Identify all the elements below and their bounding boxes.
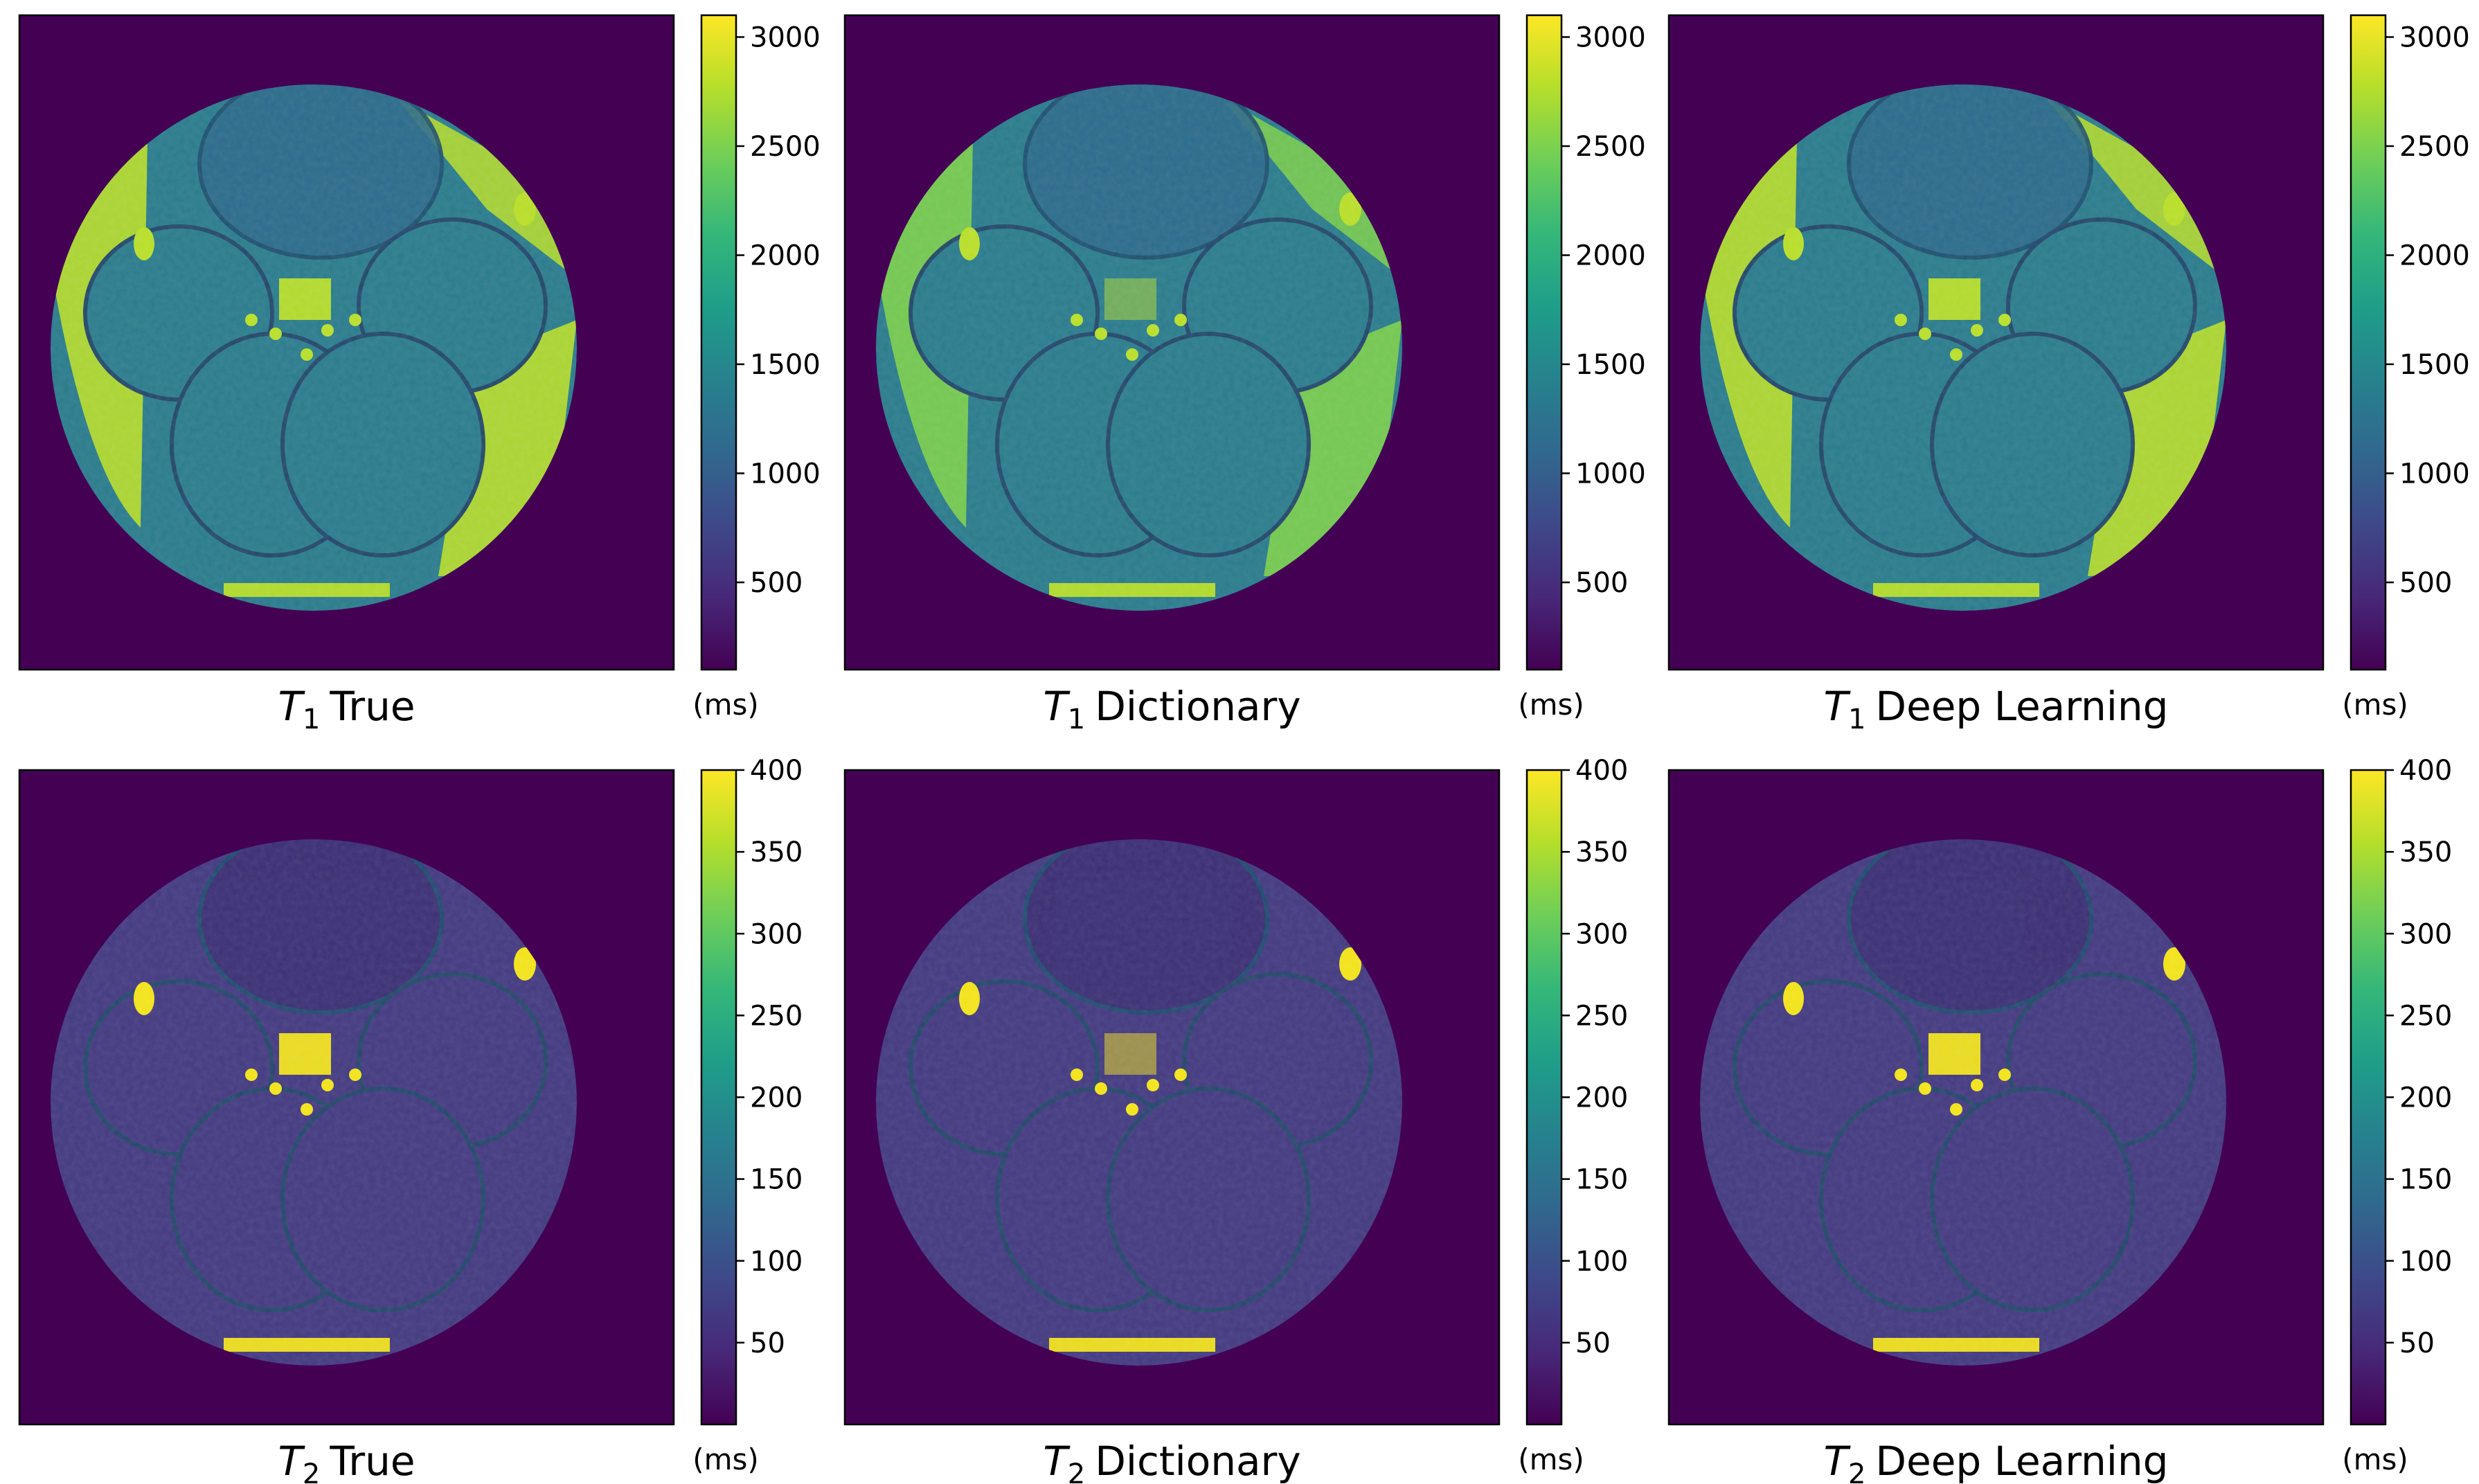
colorbar-tick-label: 500 [2399,567,2452,599]
colorbar-tick-label: 300 [750,918,803,950]
colorbar-tick-label: 150 [2399,1164,2452,1196]
map-image [18,14,675,671]
caption-symbol: T [278,683,305,730]
caption-subscript: 1 [1848,704,1865,735]
colorbar-tick-label: 2500 [1575,131,1646,163]
caption-subscript: 1 [303,704,320,735]
caption-symbol: T [1043,683,1071,730]
caption-method: Deep Learning [1875,1438,2168,1484]
colorbar-tick-label: 500 [750,567,803,599]
panel-t1-deep-learning: T1 Deep Learning 500 1000 1500 2000 2500 3000 (m… [1667,14,2470,735]
panel-t2-dictionary: T2 Dictionary 50 100 150 200 250 300 350 400 (ms) [843,755,1628,1484]
colorbar-tick-label: 350 [750,837,803,868]
colorbar-tick-label: 3000 [2399,22,2470,54]
panel-caption: T1 Deep Learning [1824,683,2169,735]
caption-method: Dictionary [1095,683,1300,730]
colorbar-tick-label: 400 [1575,755,1628,787]
caption-symbol: T [278,1438,305,1484]
colorbar-tick-label: 250 [2399,1000,2452,1032]
panel-t2-true: T2 True 50 100 150 200 250 300 350 400 (ms) [18,755,803,1484]
caption-method: Dictionary [1095,1438,1300,1484]
colorbar-tick-label: 300 [2399,918,2452,950]
map-image [18,769,675,1426]
colorbar: 50 100 150 200 250 300 350 400 (ms) [1518,755,1628,1476]
colorbar-tick-label: 200 [1575,1082,1628,1114]
colorbar-tick-label: 1000 [750,458,821,490]
colorbar-tick-label: 350 [1575,837,1628,868]
map-image [843,14,1501,671]
caption-subscript: 2 [1068,1458,1085,1484]
panel-t1-dictionary: T1 Dictionary 500 1000 1500 2000 2500 3000 (ms) [843,14,1646,735]
panel-t2-deep-learning: T2 Deep Learning 50 100 150 200 250 300 350 400 (m… [1667,755,2452,1484]
panel-caption: T1 Dictionary [1043,683,1300,735]
colorbar-tick-label: 2500 [750,131,821,163]
caption-method: Deep Learning [1875,683,2168,730]
colorbar: 50 100 150 200 250 300 350 400 (ms) [692,755,803,1476]
colorbar-tick-label: 100 [2399,1246,2452,1278]
colorbar-tick-label: 200 [750,1082,803,1114]
colorbar-tick-label: 400 [750,755,803,787]
caption-symbol: T [1043,1438,1071,1484]
panel-caption: T2 Deep Learning [1824,1438,2169,1484]
panel-caption: T2 True [278,1438,415,1484]
colorbar-tick-label: 50 [750,1327,785,1359]
colorbar-unit: (ms) [2342,688,2408,722]
colorbar-tick-label: 1000 [1575,458,1646,490]
colorbar-unit: (ms) [2342,1442,2408,1476]
colorbar-tick-label: 2000 [2399,240,2470,272]
panel-t1-true: T1 True 500 1000 1500 2000 2500 3000 (ms) [18,14,821,735]
caption-symbol: T [1824,1438,1852,1484]
caption-method: True [329,1438,415,1484]
colorbar-tick-label: 2500 [2399,131,2470,163]
colorbar-tick-label: 2000 [750,240,821,272]
colorbar-tick-label: 3000 [1575,22,1646,54]
colorbar-tick-label: 200 [2399,1082,2452,1114]
colorbar-tick-label: 1500 [750,349,821,381]
colorbar-tick-label: 150 [1575,1164,1628,1196]
panel-caption: T2 Dictionary [1043,1438,1300,1484]
colorbar-tick-label: 100 [1575,1246,1628,1278]
caption-subscript: 1 [1068,704,1085,735]
colorbar-tick-label: 50 [1575,1327,1611,1359]
colorbar-tick-label: 300 [1575,918,1628,950]
colorbar-tick-label: 1500 [1575,349,1646,381]
caption-subscript: 2 [303,1458,320,1484]
colorbar-tick-label: 3000 [750,22,821,54]
caption-symbol: T [1824,683,1852,730]
colorbar-tick-label: 350 [2399,837,2452,868]
map-image [843,769,1501,1426]
caption-method: True [329,683,415,730]
colorbar-tick-label: 50 [2399,1327,2435,1359]
colorbar-tick-label: 1500 [2399,349,2470,381]
colorbar: 500 1000 1500 2000 2500 3000 (ms) [2342,14,2470,722]
colorbar-tick-label: 500 [1575,567,1628,599]
colorbar-unit: (ms) [692,1442,759,1476]
colorbar: 500 1000 1500 2000 2500 3000 (ms) [692,14,821,722]
colorbar-unit: (ms) [1518,1442,1584,1476]
map-image [1667,769,2325,1426]
colorbar-tick-label: 1000 [2399,458,2470,490]
colorbar: 500 1000 1500 2000 2500 3000 (ms) [1518,14,1646,722]
caption-subscript: 2 [1848,1458,1865,1484]
colorbar-tick-label: 400 [2399,755,2452,787]
colorbar-tick-label: 150 [750,1164,803,1196]
map-image [1667,14,2325,671]
colorbar-unit: (ms) [692,688,759,722]
colorbar-tick-label: 2000 [1575,240,1646,272]
panel-caption: T1 True [278,683,415,735]
colorbar-tick-label: 100 [750,1246,803,1278]
colorbar-tick-label: 250 [1575,1000,1628,1032]
colorbar-tick-label: 250 [750,1000,803,1032]
colorbar: 50 100 150 200 250 300 350 400 (ms) [2342,755,2452,1476]
colorbar-unit: (ms) [1518,688,1584,722]
